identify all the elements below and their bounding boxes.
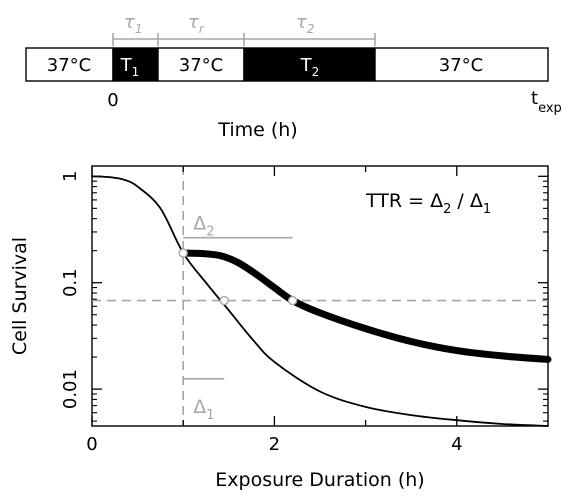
y-tick-label: 0.01 [60,369,81,409]
series-line-thick [179,249,552,363]
delta2-label: Δ2 [193,213,214,240]
intersection-marker [219,295,229,306]
timeline-bar: 37°C T1 37°C T2 37°C [25,47,549,82]
delta-annotations: Δ2 Δ1 [183,213,293,423]
timeline-axis-label: Time (h) [217,119,297,141]
series-line-thin [91,175,549,427]
segment-bg-2 [157,47,245,82]
survival-plot: Δ2 Δ1 0 2 4 1 0.1 0.01 TTR = Δ2 / Δ1 Exposure … [9,165,552,491]
x-tick-label: 2 [269,434,280,455]
segment-bg-4 [374,47,549,82]
timeline-panel: τ1 τr τ2 37°C T1 37°C T2 37°C 0 texp Tim… [25,12,562,141]
x-tick-label: 4 [451,434,462,455]
segment-label-1: T1 [120,55,140,79]
ttr-formula: TTR = Δ2 / Δ1 [365,190,491,217]
segment-label-2: 37°C [179,55,223,76]
y-tick-label: 1 [60,171,81,182]
y-tick-label: 0.1 [60,268,81,297]
y-axis-label: Cell Survival [9,237,31,355]
tau1-label: τ1 [124,12,142,36]
intersection-marker [178,248,188,258]
segment-label-0: 37°C [47,55,91,76]
tau-bracket [112,33,376,46]
tick-layer: 0 2 4 1 0.1 0.01 [60,166,548,455]
plot-frame [91,165,549,427]
reference-lines [92,166,548,426]
x-tick-label: 0 [86,434,97,455]
intersection-marker [287,295,298,306]
delta1-label: Δ1 [193,396,214,423]
segment-label-3: T2 [300,55,320,79]
tau2-label: τ2 [296,12,314,36]
segment-label-4: 37°C [439,55,483,76]
taur-label: τr [188,12,205,36]
timeline-end-label: texp [531,88,562,116]
timeline-start-label: 0 [107,90,118,111]
x-axis-label: Exposure Duration (h) [215,469,424,491]
marker-layer [178,248,298,306]
